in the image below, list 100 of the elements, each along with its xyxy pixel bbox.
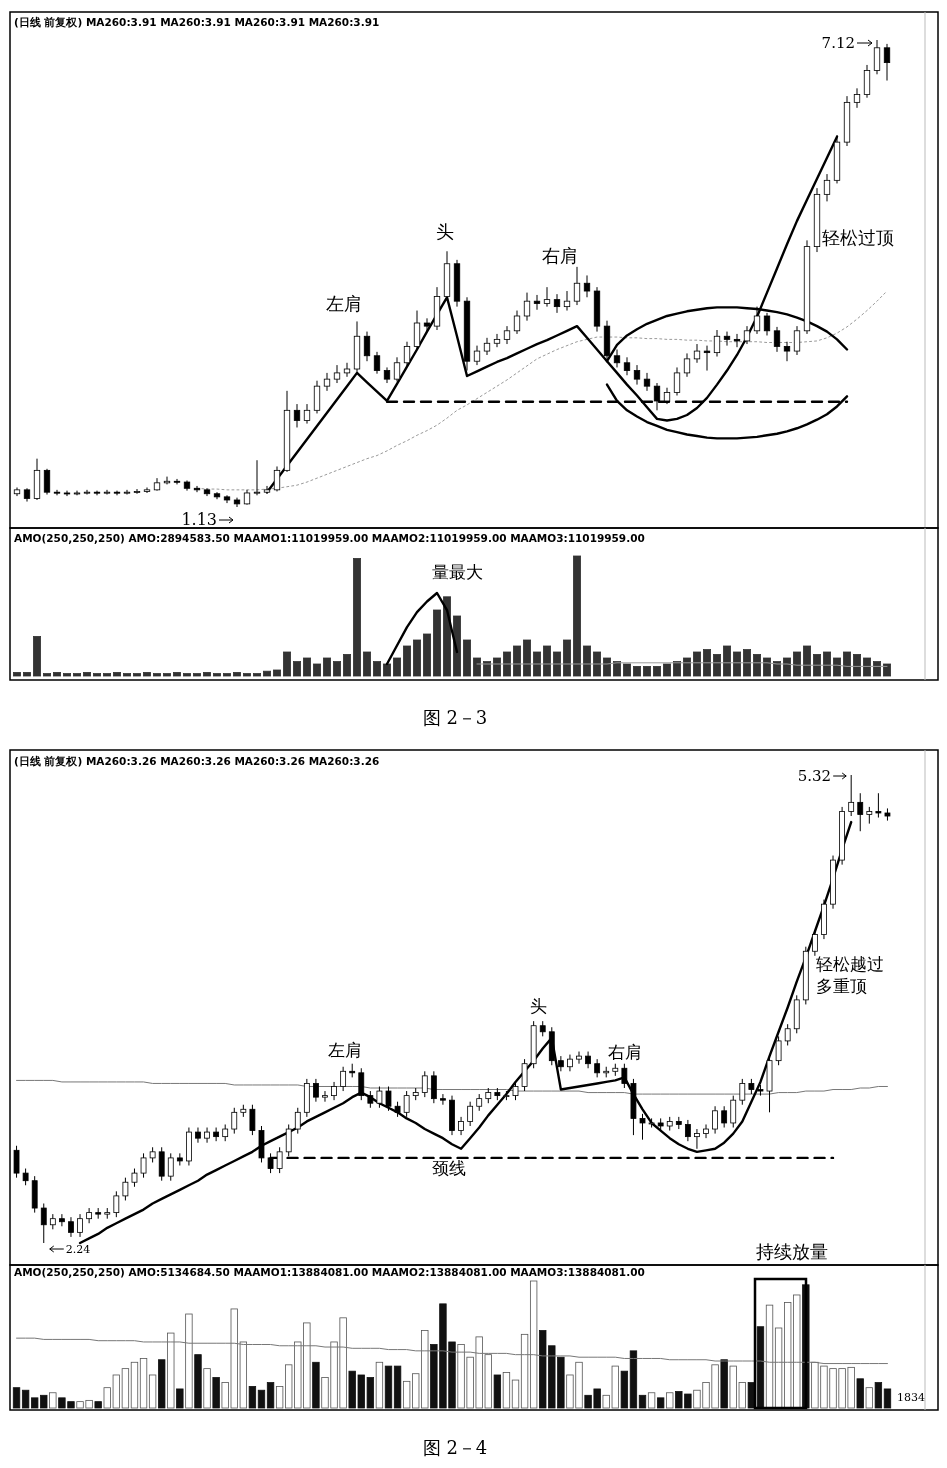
- bar: [323, 657, 331, 677]
- bar: [647, 1392, 656, 1409]
- candlestick: [83, 489, 91, 496]
- bar: [638, 1394, 647, 1409]
- bar: [148, 1374, 157, 1409]
- bar: [843, 651, 851, 677]
- candlestick: [784, 1023, 791, 1046]
- candlestick: [823, 173, 831, 202]
- bar: [403, 645, 411, 677]
- bar: [756, 1326, 765, 1409]
- candlestick: [733, 333, 741, 348]
- bar: [393, 1365, 402, 1409]
- bar: [373, 661, 381, 677]
- candlestick: [694, 1128, 700, 1150]
- candlestick: [693, 343, 701, 364]
- candlestick: [857, 792, 864, 832]
- bar: [823, 651, 831, 677]
- candlestick: [68, 1216, 74, 1238]
- bar: [283, 651, 291, 677]
- chart-title: AMO(250,250,250) AMO:2894583.50 MAAMO1:11019959.00 MAAMO2:11019959.00 MAAMO3:11019959.00: [14, 532, 645, 544]
- bar: [176, 1388, 184, 1409]
- candlestick: [340, 1066, 347, 1092]
- candlestick: [331, 1081, 337, 1101]
- candlestick: [875, 792, 882, 819]
- bar: [212, 1377, 220, 1409]
- bar: [143, 672, 151, 677]
- bar: [563, 639, 571, 677]
- candlestick: [883, 43, 891, 82]
- candlestick: [853, 87, 861, 109]
- candlestick: [873, 39, 881, 75]
- candlestick: [322, 1090, 328, 1103]
- bar: [33, 636, 41, 677]
- bar: [683, 657, 691, 677]
- bar: [13, 672, 21, 677]
- bar: [883, 663, 891, 677]
- caption: 图 2－3: [422, 707, 488, 728]
- bar: [633, 666, 641, 677]
- bar: [573, 555, 581, 677]
- bar: [63, 673, 71, 677]
- candlestick: [533, 294, 541, 311]
- bar: [53, 672, 61, 677]
- bar: [603, 657, 611, 677]
- annotation: 头: [530, 996, 547, 1016]
- bar: [503, 651, 511, 677]
- bar: [593, 651, 601, 677]
- candlestick: [59, 1213, 65, 1227]
- candlestick: [643, 372, 651, 392]
- bar: [167, 1332, 175, 1409]
- bar: [520, 1333, 529, 1409]
- annotation: 左肩: [328, 1040, 362, 1060]
- candlestick: [373, 351, 381, 375]
- candlestick: [712, 1105, 718, 1135]
- candlestick: [103, 489, 111, 496]
- bar: [393, 657, 401, 677]
- bar: [203, 672, 211, 677]
- candlestick: [684, 1119, 691, 1142]
- bar: [874, 1382, 883, 1409]
- bar: [303, 657, 311, 677]
- bar: [743, 649, 751, 677]
- candlestick: [553, 293, 561, 314]
- candlestick: [40, 1202, 47, 1244]
- candlestick: [231, 1107, 238, 1135]
- candlestick: [703, 1123, 709, 1139]
- bar: [833, 657, 841, 677]
- bar: [257, 1389, 266, 1409]
- annotation: 右肩: [608, 1042, 642, 1062]
- candlestick: [133, 488, 141, 495]
- candlestick: [77, 1213, 83, 1238]
- candlestick: [333, 364, 341, 384]
- annotation: 头: [436, 221, 454, 242]
- bar: [248, 1386, 257, 1409]
- bar: [463, 639, 471, 677]
- candlestick: [440, 1093, 446, 1106]
- bar: [353, 558, 361, 677]
- text: 5.32: [797, 767, 832, 785]
- bar: [363, 651, 371, 677]
- candlestick: [123, 489, 131, 496]
- candlestick: [512, 1081, 519, 1101]
- candlestick: [473, 345, 481, 366]
- bar: [533, 651, 541, 677]
- candlestick: [811, 929, 818, 957]
- annotation: 颈线: [432, 1158, 466, 1178]
- candlestick: [131, 1168, 138, 1188]
- bar: [130, 1361, 139, 1409]
- bar: [263, 670, 271, 677]
- bar: [629, 1350, 638, 1409]
- bar: [243, 673, 251, 677]
- bar: [813, 654, 821, 677]
- bar: [473, 657, 481, 677]
- bar: [213, 673, 221, 677]
- candlestick: [573, 266, 581, 306]
- candlestick: [467, 1101, 474, 1127]
- bar: [433, 609, 441, 677]
- bar: [703, 649, 711, 677]
- bar: [753, 654, 761, 677]
- chart-title: (日线 前复权) MA260:3.26 MA260:3.26 MA260:3.26 MA260:3.26: [14, 755, 380, 767]
- bar: [203, 1368, 211, 1409]
- text: 2.24: [65, 1243, 91, 1256]
- bar: [763, 657, 771, 677]
- candlestick: [793, 325, 801, 356]
